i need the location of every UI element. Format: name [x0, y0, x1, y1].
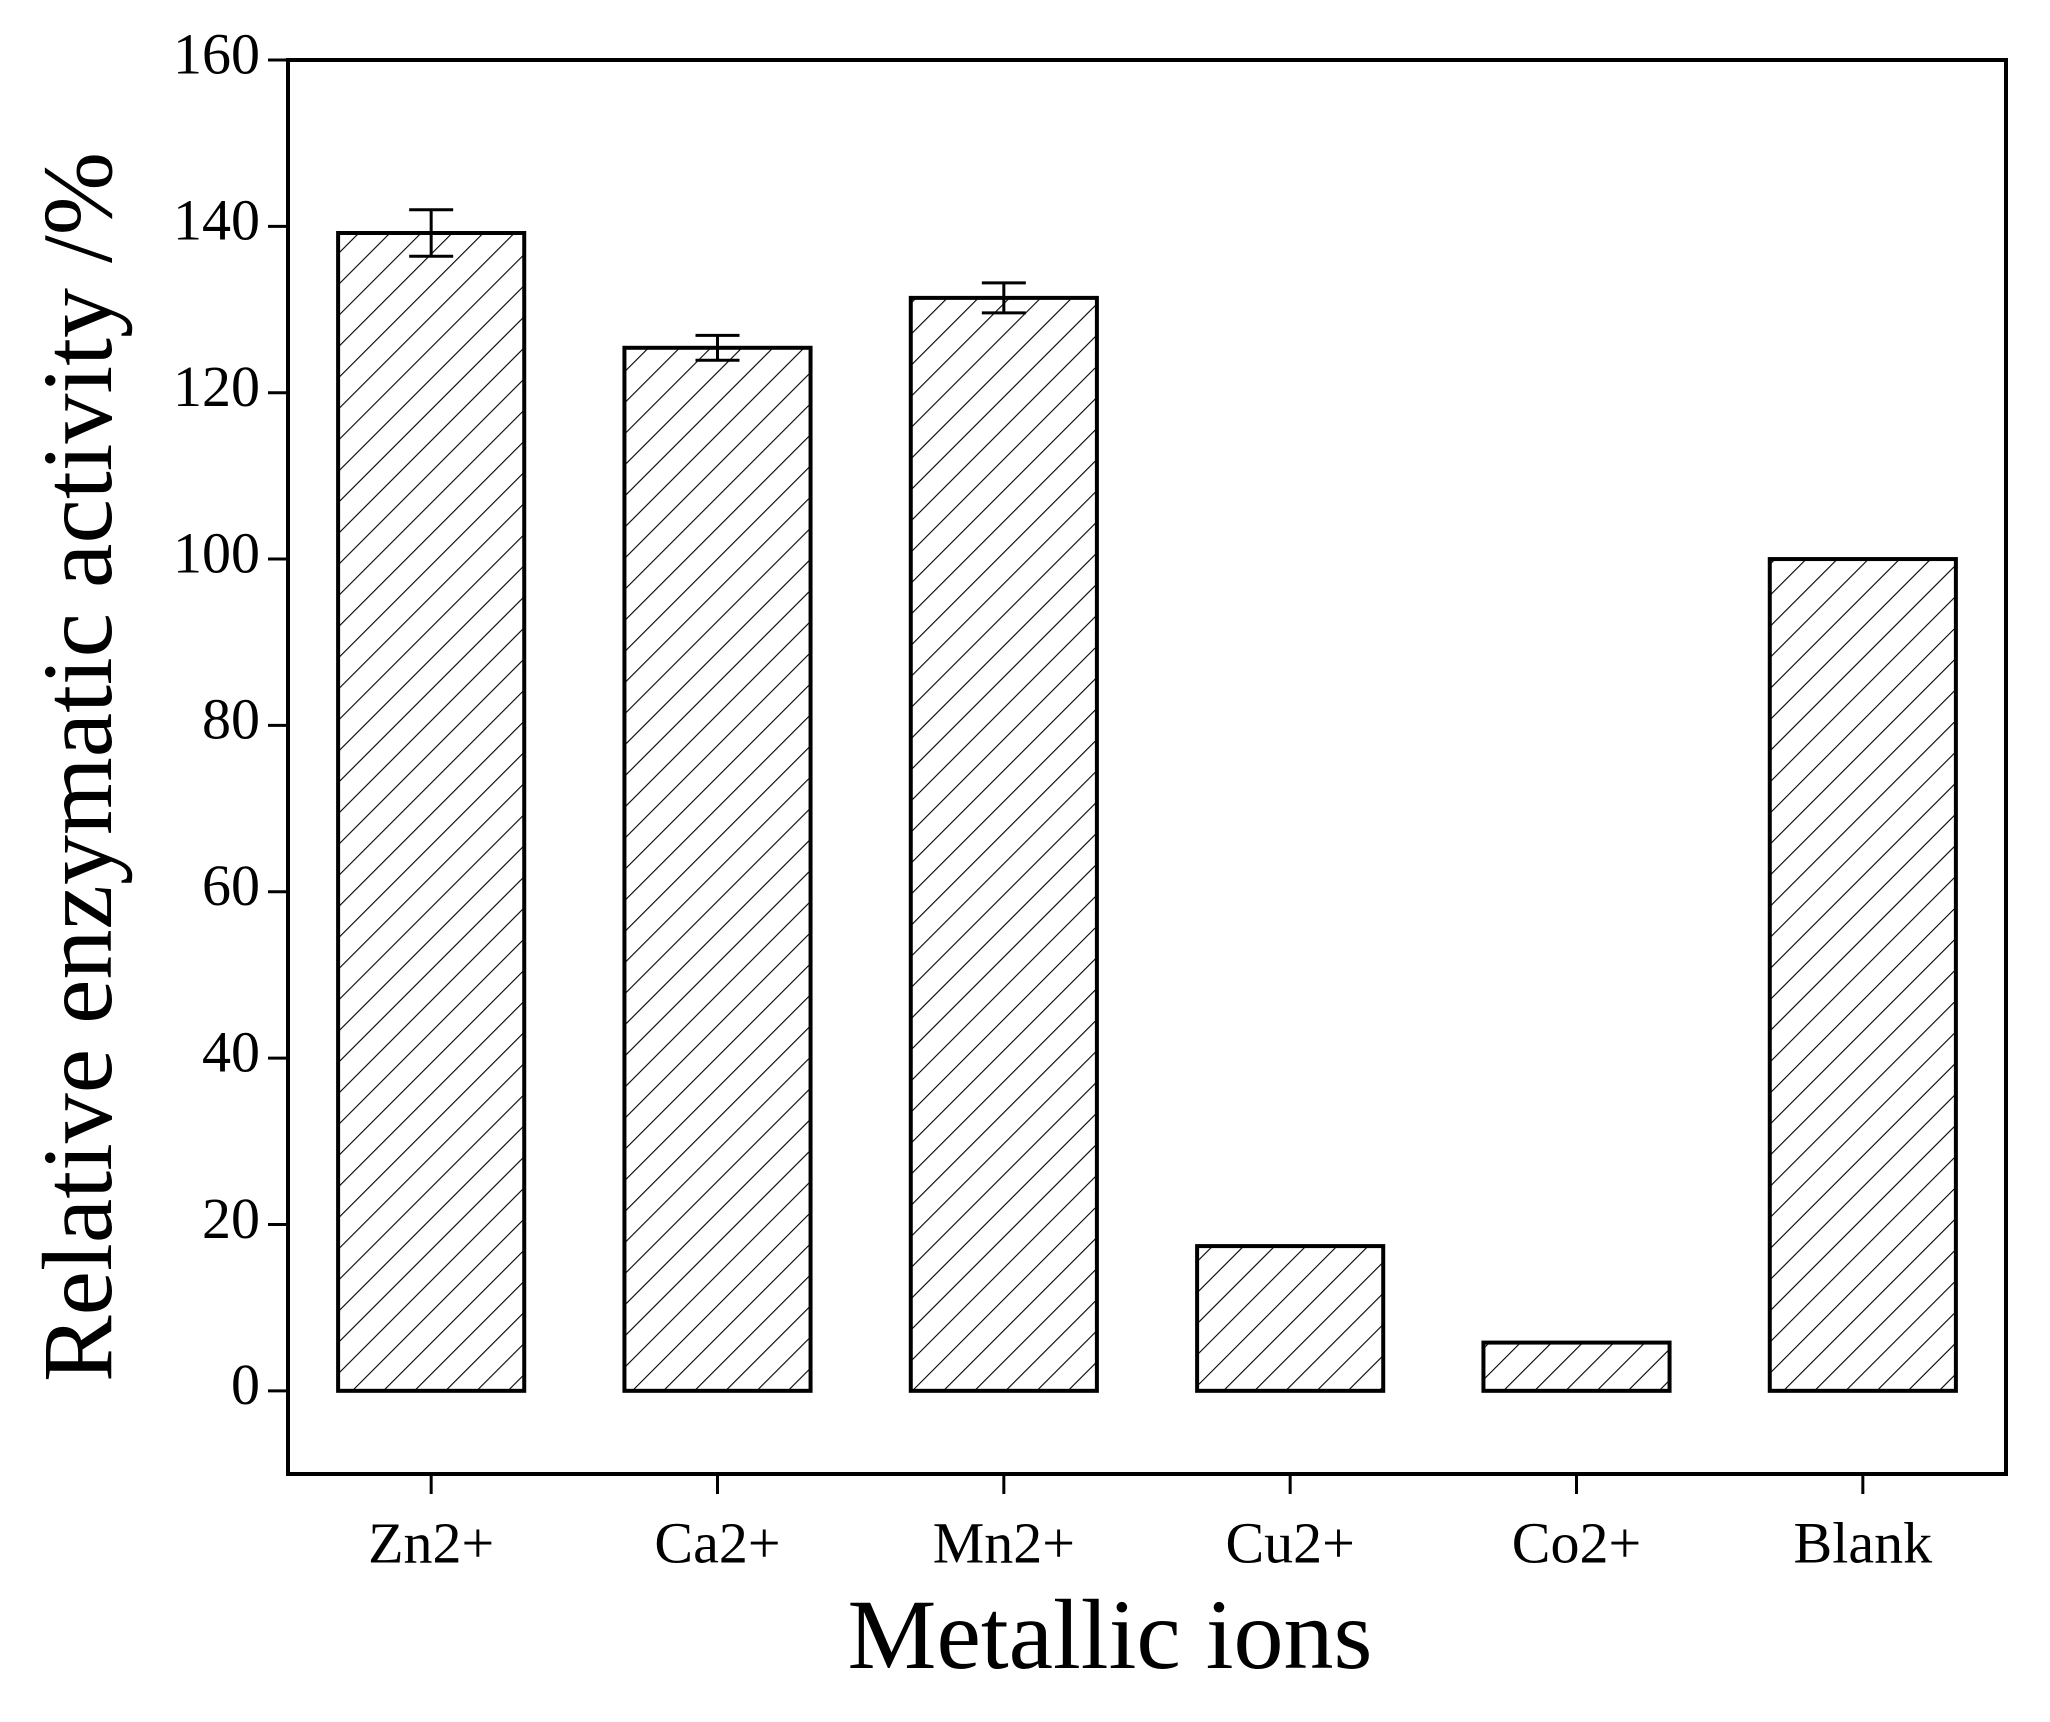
error-bar [981, 281, 1026, 315]
bar-hatch [336, 231, 527, 1393]
bar-hatch [1481, 1340, 1672, 1393]
plot-frame [286, 58, 2008, 1476]
y-tick-label: 60 [202, 853, 260, 918]
error-bar [409, 208, 454, 258]
y-tick-label: 80 [202, 687, 260, 752]
x-tick-label: Cu2+ [1225, 1510, 1354, 1575]
y-tick-label: 140 [173, 188, 260, 253]
bar-hatch [908, 295, 1099, 1393]
x-tick-label: Ca2+ [654, 1510, 780, 1575]
bar-hatch [1767, 557, 1958, 1393]
y-tick-label: 0 [231, 1352, 260, 1417]
y-tick-label: 160 [173, 21, 260, 86]
y-tick-label: 40 [202, 1019, 260, 1084]
y-tick-label: 100 [173, 520, 260, 585]
x-axis-label: Metallic ions [848, 1579, 1373, 1690]
y-tick-label: 120 [173, 354, 260, 419]
x-tick-label: Zn2+ [368, 1510, 494, 1575]
x-tick-label: Mn2+ [933, 1510, 1075, 1575]
x-tick-label: Co2+ [1512, 1510, 1641, 1575]
x-tick-label: Blank [1794, 1510, 1933, 1575]
error-bar [695, 333, 740, 362]
y-tick-label: 20 [202, 1186, 260, 1251]
bar-hatch [1195, 1244, 1386, 1393]
y-axis-label: Relative enzymatic activity /% [22, 152, 133, 1382]
bar-hatch [622, 345, 813, 1393]
